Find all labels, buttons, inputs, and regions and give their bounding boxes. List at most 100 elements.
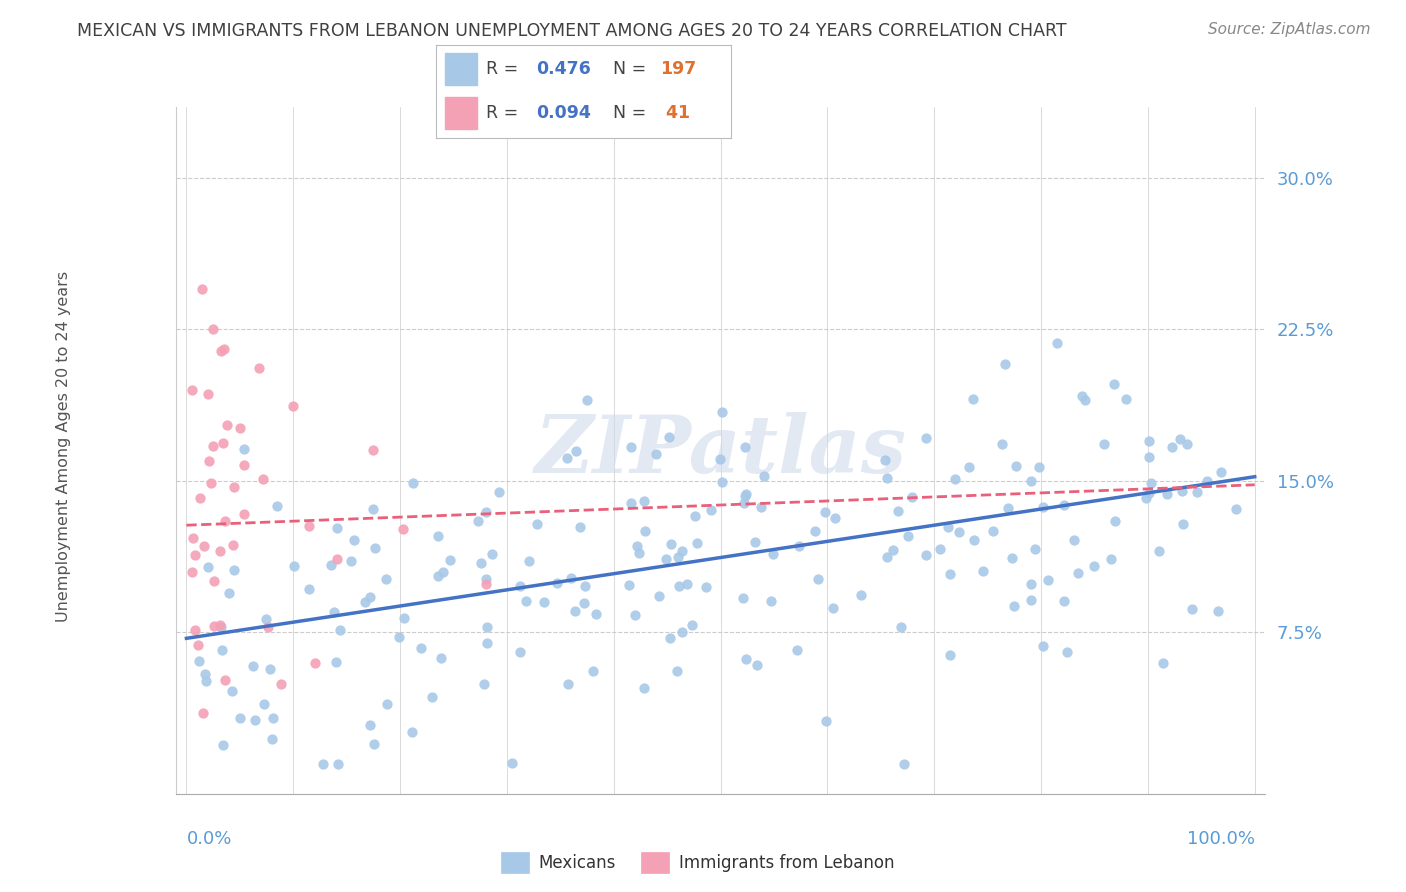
- Point: [564, 603, 586, 617]
- Point: [353, 595, 375, 609]
- Point: [1156, 487, 1178, 501]
- Point: [181, 531, 204, 545]
- Point: [1021, 592, 1043, 607]
- Point: [326, 756, 349, 771]
- Bar: [444, 53, 477, 85]
- Point: [283, 400, 305, 414]
- Point: [875, 452, 897, 467]
- Point: [392, 611, 415, 625]
- Point: [648, 590, 671, 604]
- Point: [915, 548, 938, 562]
- Point: [1092, 437, 1115, 451]
- Point: [214, 514, 236, 528]
- Point: [208, 544, 231, 558]
- Bar: [501, 852, 529, 873]
- Point: [409, 640, 432, 655]
- Point: [1083, 558, 1105, 573]
- Point: [224, 563, 246, 577]
- Point: [1206, 604, 1229, 618]
- Point: [257, 620, 280, 634]
- Point: [312, 756, 335, 771]
- Point: [1171, 517, 1194, 532]
- Point: [901, 490, 924, 504]
- Point: [427, 529, 450, 543]
- Point: [515, 594, 537, 608]
- Point: [218, 586, 240, 600]
- Point: [1139, 476, 1161, 491]
- Point: [915, 431, 938, 445]
- Point: [298, 582, 321, 596]
- Point: [668, 579, 690, 593]
- Point: [197, 560, 219, 574]
- Point: [619, 578, 641, 592]
- Point: [634, 524, 657, 539]
- Point: [681, 617, 703, 632]
- Point: [1067, 566, 1090, 580]
- Point: [948, 524, 970, 539]
- Point: [475, 572, 498, 586]
- Point: [686, 536, 709, 550]
- Point: [1137, 434, 1160, 448]
- Point: [193, 540, 215, 554]
- Point: [1071, 389, 1094, 403]
- Point: [752, 468, 775, 483]
- Point: [222, 538, 245, 552]
- Point: [233, 442, 256, 457]
- Point: [432, 566, 454, 580]
- Bar: [641, 852, 669, 873]
- Point: [1063, 533, 1085, 547]
- Point: [188, 491, 211, 505]
- Point: [1005, 458, 1028, 473]
- Point: [1053, 498, 1076, 512]
- Point: [734, 440, 756, 454]
- Point: [585, 607, 607, 621]
- Point: [325, 655, 347, 669]
- Point: [711, 404, 734, 418]
- Point: [501, 756, 523, 771]
- Text: N =: N =: [613, 60, 652, 78]
- Point: [747, 657, 769, 672]
- Point: [1024, 541, 1046, 556]
- Point: [509, 579, 531, 593]
- Point: [928, 542, 950, 557]
- Point: [626, 540, 648, 554]
- Point: [475, 506, 498, 520]
- Point: [1135, 491, 1157, 506]
- Point: [401, 725, 423, 739]
- Point: [569, 520, 592, 534]
- Point: [363, 737, 385, 751]
- Point: [427, 569, 450, 583]
- Point: [325, 552, 347, 566]
- Text: Unemployment Among Ages 20 to 24 years: Unemployment Among Ages 20 to 24 years: [56, 270, 70, 622]
- Point: [359, 590, 381, 604]
- Point: [361, 443, 384, 458]
- Point: [224, 480, 246, 494]
- Point: [321, 558, 343, 572]
- Point: [731, 591, 754, 605]
- Point: [517, 553, 540, 567]
- Point: [429, 650, 451, 665]
- Point: [1019, 577, 1042, 591]
- Point: [804, 524, 827, 539]
- Point: [574, 579, 596, 593]
- Point: [1028, 459, 1050, 474]
- Point: [526, 516, 548, 531]
- Point: [972, 564, 994, 578]
- Point: [671, 625, 693, 640]
- Point: [851, 589, 873, 603]
- Point: [209, 620, 232, 634]
- Point: [886, 504, 908, 518]
- Point: [184, 624, 207, 638]
- Point: [806, 572, 828, 586]
- Point: [582, 664, 605, 678]
- Point: [260, 732, 283, 747]
- Point: [991, 437, 1014, 451]
- Point: [1019, 474, 1042, 488]
- Point: [340, 554, 363, 568]
- Point: [270, 677, 292, 691]
- Point: [645, 447, 668, 461]
- Point: [180, 383, 202, 397]
- Point: [787, 540, 810, 554]
- Point: [253, 697, 276, 711]
- Point: [184, 548, 207, 562]
